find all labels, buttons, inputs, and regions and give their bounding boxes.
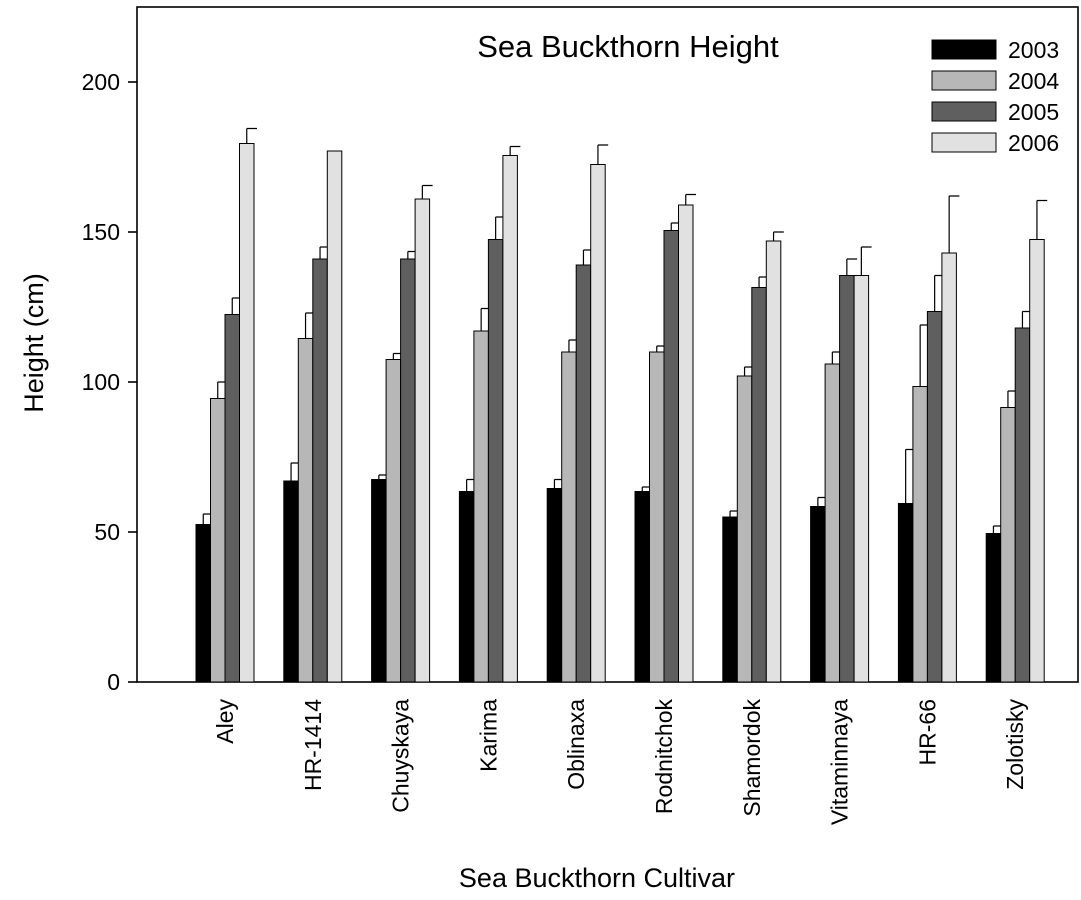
bar-2005-HR-66 [926,311,943,683]
error-bar [846,258,858,276]
bar-2005-Rodnitchok [663,230,679,683]
bar-2006-Aley [239,143,255,683]
bar-2005-Karima [487,239,504,683]
bar-2003-Karima [458,491,475,683]
error-bar [597,144,609,165]
bar-2006-Zolotisky [1029,239,1045,683]
y-tick-label: 100 [82,369,120,395]
bar-2006-Karima [502,155,518,683]
bar-2004-Shamordok [736,375,753,683]
x-tick-label: Rodnitchok [651,699,677,815]
bar-2003-Rodnitchok [634,491,650,683]
bar-2004-HR-1414 [297,338,314,683]
category-group [722,231,784,683]
bar-2003-Chuyskaya [371,479,387,683]
bar-2003-HR-1414 [283,480,299,683]
bar-2006-HR-66 [941,252,957,683]
legend-label: 2005 [1008,99,1059,125]
x-tick-label: HR-1414 [300,699,326,791]
y-tick-label: 0 [107,669,120,695]
bar-2005-Vitaminnaya [839,275,855,683]
bar-2005-Zolotisky [1014,327,1031,683]
error-bar [685,193,696,205]
category-group [371,184,433,683]
category-group [985,199,1048,683]
bar-2004-HR-66 [912,386,928,683]
legend-label: 2004 [1008,68,1059,94]
legend-swatch-2003 [931,39,997,60]
bar-2004-Aley [210,398,226,683]
plot-frame [136,6,1079,683]
bar-2004-Oblinaxa [561,351,577,683]
bar-2004-Zolotisky [1000,407,1016,683]
legend: 2003 2004 2005 2006 [931,37,1059,156]
y-tick-label: 150 [82,219,120,245]
error-bar [1036,199,1048,240]
bar-2003-HR-66 [897,503,914,683]
x-tick-label: HR-66 [914,699,940,765]
error-bar [948,195,960,253]
bar-2003-Oblinaxa [546,488,563,683]
bar-2003-Vitaminnaya [810,506,826,683]
plot-area: 0 50 100 150 200 Aley HR-1414 Chuyskaya Karima Ob… [82,6,1079,825]
x-tick-label: Zolotisky [1002,699,1028,790]
legend-swatch-2004 [931,70,997,91]
bar-2004-Karima [473,330,489,683]
y-tick-label: 50 [94,519,120,545]
category-group [634,193,696,683]
x-tick-label: Chuyskaya [388,699,414,813]
bar-2003-Shamordok [722,516,738,683]
bar-2005-Oblinaxa [575,264,592,683]
category-group [195,127,257,683]
legend-swatch-2005 [931,101,997,122]
error-bar [860,246,872,276]
category-group [546,144,609,683]
x-tick-label: Vitaminnaya [827,699,853,825]
x-axis-label: Sea Buckthorn Cultivar [459,863,735,893]
bar-2006-Vitaminnaya [853,275,870,683]
category-group [283,150,343,683]
bar-2004-Vitaminnaya [824,363,841,683]
error-bar [421,184,433,199]
bar-2005-Shamordok [751,287,767,683]
y-tick-label: 200 [82,69,120,95]
x-tick-label: Karima [475,699,501,772]
bar-2006-Chuyskaya [414,198,431,683]
error-bar [772,231,784,241]
bar-2005-Chuyskaya [400,258,416,683]
bar-2004-Rodnitchok [649,351,665,683]
legend-swatch-2006 [931,132,997,153]
bar-2003-Aley [195,524,211,683]
category-group [458,145,521,683]
legend-label: 2006 [1008,130,1059,156]
bar-2004-Chuyskaya [385,359,402,683]
chart-title: Sea Buckthorn Height [477,29,779,64]
bar-2006-HR-1414 [326,150,343,683]
x-tick-label: Shamordok [739,699,765,817]
category-group [810,246,872,683]
y-axis-label: Height (cm) [19,273,49,413]
bar-2005-Aley [224,314,240,683]
bar-2006-Shamordok [765,240,782,683]
x-tick-label: Aley [212,699,238,744]
bar-2006-Oblinaxa [590,164,606,683]
bar-2006-Rodnitchok [678,204,694,683]
error-bar [509,145,521,156]
legend-label: 2003 [1008,37,1059,63]
error-bar [246,127,257,144]
bar-2005-HR-1414 [312,258,328,683]
bar-2003-Zolotisky [985,533,1002,683]
category-group [897,195,960,683]
x-tick-label: Oblinaxa [563,699,589,790]
